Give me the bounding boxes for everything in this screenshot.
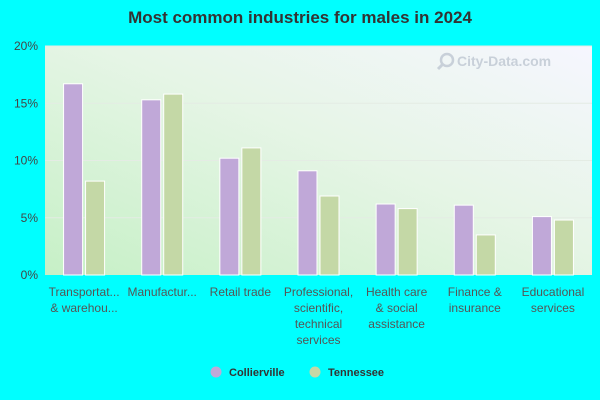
x-tick-label: Professional, scientific, technical service… <box>284 285 353 347</box>
x-tick-line: Manufactur... <box>128 285 197 299</box>
magnifier-icon <box>439 52 455 68</box>
bar-tennessee-0 <box>85 180 106 276</box>
bar-tennessee-2 <box>241 147 262 276</box>
gridlines <box>45 45 592 219</box>
x-tick-line: assistance <box>368 317 425 331</box>
bar-tennessee-6 <box>553 219 574 276</box>
x-tick-line: Retail trade <box>210 285 272 299</box>
magnifier-handle <box>436 62 445 71</box>
chart-title: Most common industries for males in 2024 <box>128 8 472 27</box>
bar-collierville-4 <box>375 203 396 276</box>
bar-tennessee-5 <box>475 234 496 276</box>
bar-tennessee-3 <box>319 195 340 276</box>
x-tick-label: Retail trade <box>210 285 272 299</box>
legend-swatch-collierville <box>210 366 222 378</box>
bar-collierville-1 <box>141 99 162 276</box>
bar-collierville-3 <box>297 170 318 276</box>
y-axis-ticks: 0% 5% 10% 15% 20% <box>14 39 38 282</box>
x-tick-label: Educational services <box>522 285 585 315</box>
x-tick-line: services <box>531 301 575 315</box>
bar-collierville-5 <box>453 204 474 276</box>
x-tick-label: Health care & social assistance <box>366 285 428 331</box>
legend-label-collierville: Collierville <box>229 367 285 379</box>
bars <box>63 83 574 276</box>
x-tick-line: Finance & <box>448 285 502 299</box>
bar-tennessee-1 <box>163 93 184 276</box>
watermark: City-Data.com <box>436 52 551 71</box>
x-tick-line: & social <box>376 301 418 315</box>
y-tick-label: 10% <box>14 154 38 168</box>
legend: Collierville Tennessee <box>210 366 384 379</box>
x-axis-ticks: Transportat... & warehou... Manufactur... R… <box>49 285 585 347</box>
watermark-text: City-Data.com <box>457 53 551 69</box>
y-tick-label: 20% <box>14 39 38 53</box>
y-tick-label: 0% <box>21 268 39 282</box>
y-tick-label: 15% <box>14 96 38 110</box>
legend-label-tennessee: Tennessee <box>328 367 384 379</box>
bar-collierville-2 <box>219 157 240 276</box>
x-tick-line: Health care <box>366 285 428 299</box>
x-tick-line: Professional, <box>284 285 353 299</box>
bar-tennessee-4 <box>397 208 418 276</box>
x-tick-label: Finance & insurance <box>448 285 502 315</box>
x-tick-label: Transportat... & warehou... <box>49 285 120 315</box>
x-tick-line: technical <box>295 317 342 331</box>
x-tick-line: insurance <box>449 301 501 315</box>
bar-collierville-6 <box>531 216 552 276</box>
bar-collierville-0 <box>63 83 84 276</box>
x-tick-line: scientific, <box>294 301 343 315</box>
x-tick-line: services <box>296 333 340 347</box>
x-tick-label: Manufactur... <box>128 285 197 299</box>
x-tick-line: Transportat... <box>49 285 120 299</box>
x-tick-line: Educational <box>522 285 585 299</box>
x-tick-line: & warehou... <box>50 301 117 315</box>
y-tick-label: 5% <box>21 211 39 225</box>
legend-swatch-tennessee <box>309 366 321 378</box>
